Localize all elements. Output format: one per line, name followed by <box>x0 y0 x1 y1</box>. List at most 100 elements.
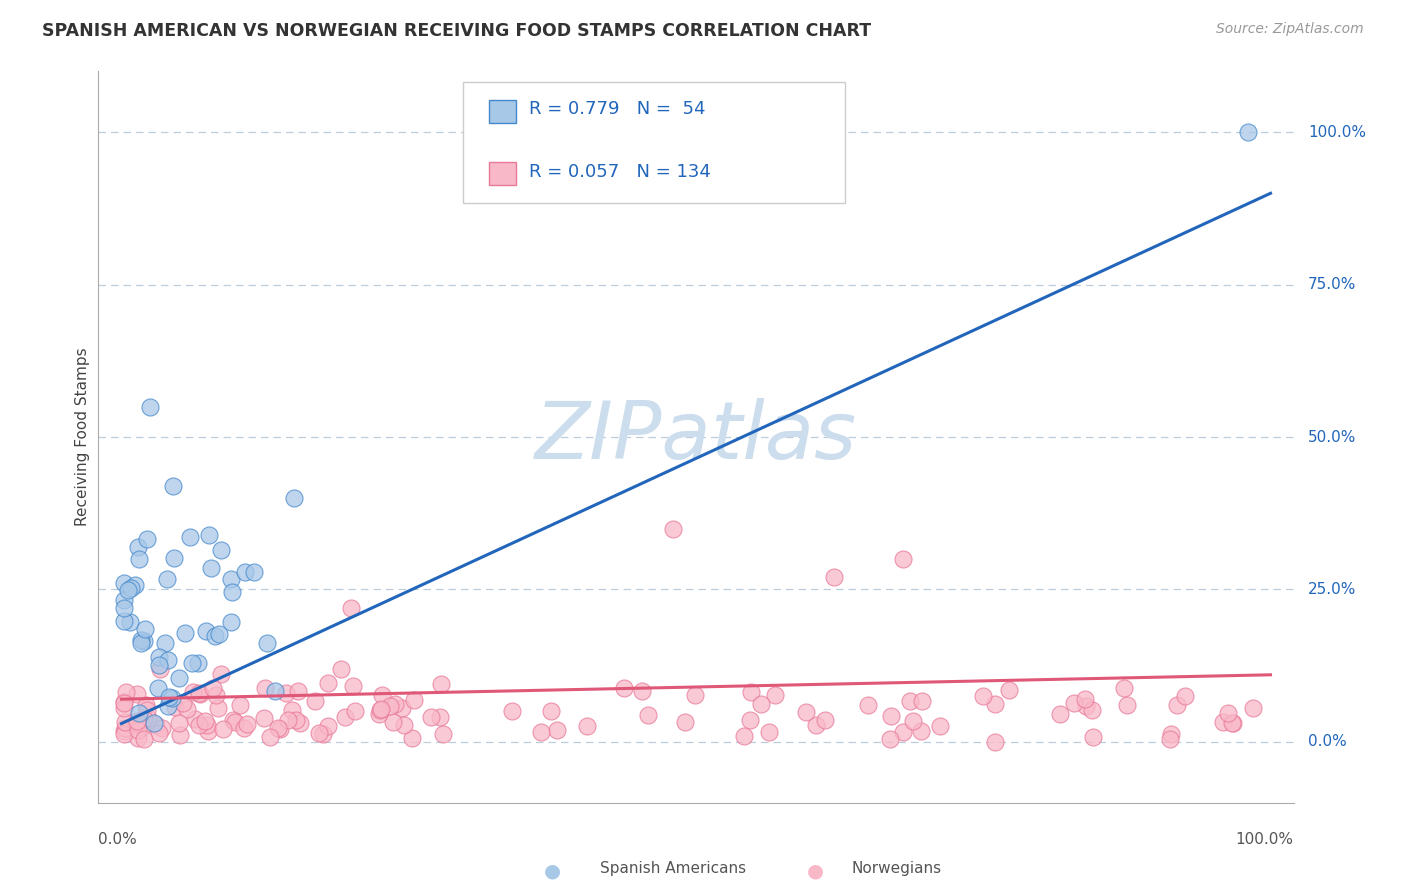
Point <box>333 709 356 723</box>
Text: 0.0%: 0.0% <box>98 832 138 847</box>
Point <box>128 706 150 721</box>
Point <box>501 704 523 718</box>
Point <box>858 698 880 713</box>
Point <box>384 697 406 711</box>
Point <box>233 721 256 735</box>
Text: 0.0%: 0.0% <box>1308 734 1347 749</box>
Point <box>172 696 194 710</box>
Point <box>198 528 221 542</box>
Point <box>911 694 934 708</box>
Point <box>1220 716 1243 731</box>
Point <box>613 681 636 695</box>
Point <box>983 734 1005 748</box>
Point <box>181 685 204 699</box>
Point <box>120 581 142 595</box>
Point <box>631 684 654 698</box>
Point <box>184 712 207 726</box>
Point <box>253 711 276 725</box>
Point <box>429 677 451 691</box>
Point <box>368 704 391 718</box>
Point <box>194 714 217 728</box>
Text: 100.0%: 100.0% <box>1236 832 1294 847</box>
Point <box>259 731 281 745</box>
Text: SPANISH AMERICAN VS NORWEGIAN RECEIVING FOOD STAMPS CORRELATION CHART: SPANISH AMERICAN VS NORWEGIAN RECEIVING … <box>42 22 872 40</box>
Point <box>546 723 568 738</box>
Point <box>204 688 226 702</box>
Point <box>132 732 155 747</box>
Point <box>195 718 218 732</box>
Point <box>114 721 136 735</box>
Point <box>1166 698 1188 712</box>
Point <box>972 689 994 703</box>
Point <box>194 624 217 639</box>
Point <box>401 731 423 745</box>
Point <box>429 710 451 724</box>
Text: 75.0%: 75.0% <box>1308 277 1357 293</box>
Point <box>1160 727 1182 741</box>
Point <box>1073 691 1095 706</box>
Text: Norwegians: Norwegians <box>852 862 942 876</box>
Point <box>229 698 252 713</box>
Point <box>131 635 153 649</box>
Point <box>637 707 659 722</box>
Point <box>316 676 339 690</box>
Point <box>420 710 443 724</box>
Point <box>112 576 135 591</box>
Point <box>928 719 950 733</box>
FancyBboxPatch shape <box>463 82 845 203</box>
Point <box>340 600 363 615</box>
Point <box>112 723 135 738</box>
Point <box>901 714 924 728</box>
Point <box>290 715 312 730</box>
Point <box>879 709 901 723</box>
Point <box>368 706 391 721</box>
Point <box>236 716 259 731</box>
Point <box>135 703 157 717</box>
Point <box>149 662 172 676</box>
Point <box>125 687 148 701</box>
Point <box>1216 706 1239 720</box>
Point <box>1115 698 1137 713</box>
Point <box>112 601 135 615</box>
Point <box>221 585 243 599</box>
Point <box>173 626 195 640</box>
Point <box>148 657 170 672</box>
Y-axis label: Receiving Food Stamps: Receiving Food Stamps <box>75 348 90 526</box>
Point <box>823 570 845 584</box>
Point <box>179 530 201 544</box>
Point <box>156 572 179 586</box>
Point <box>1241 701 1264 715</box>
Point <box>1112 681 1135 696</box>
Point <box>1076 699 1098 714</box>
Point <box>169 728 191 742</box>
Point <box>224 715 246 730</box>
Point <box>274 686 297 700</box>
Point <box>371 689 394 703</box>
Point <box>910 724 932 739</box>
Point <box>125 714 148 729</box>
Point <box>804 718 827 732</box>
Point <box>304 694 326 708</box>
Point <box>318 718 340 732</box>
Point <box>1081 703 1104 717</box>
Point <box>167 671 190 685</box>
Text: ●: ● <box>544 862 561 880</box>
Point <box>131 720 153 734</box>
Point <box>1222 715 1244 730</box>
Point <box>342 679 364 693</box>
Point <box>128 552 150 566</box>
Point <box>136 533 159 547</box>
Point <box>120 615 142 629</box>
Point <box>370 701 392 715</box>
Point <box>163 551 186 566</box>
Point <box>738 713 761 727</box>
Point <box>530 725 553 739</box>
Point <box>188 687 211 701</box>
Point <box>208 626 231 640</box>
Point <box>207 701 229 715</box>
Point <box>188 686 211 700</box>
Point <box>1236 125 1258 139</box>
Point <box>253 681 276 695</box>
Point <box>998 683 1021 698</box>
Point <box>402 693 425 707</box>
